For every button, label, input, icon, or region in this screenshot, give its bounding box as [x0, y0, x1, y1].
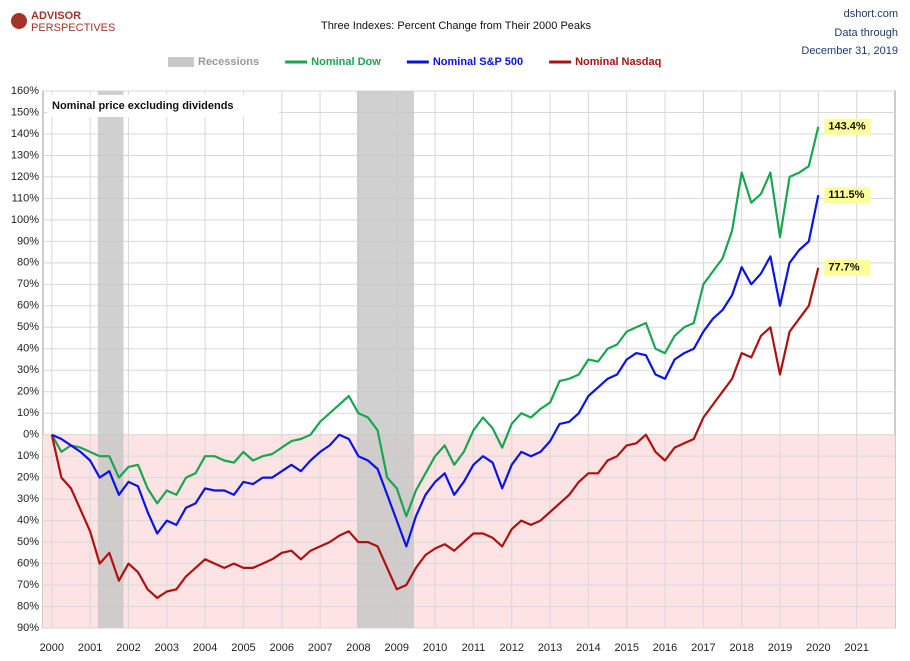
- x-tick-label: 2019: [768, 642, 792, 654]
- logo-text: ADVISOR: [31, 10, 81, 22]
- y-tick-label: 30%: [17, 493, 39, 505]
- x-tick-label: 2013: [538, 642, 562, 654]
- x-tick-label: 2017: [691, 642, 715, 654]
- logo-text: PERSPECTIVES: [31, 22, 115, 34]
- y-tick-label: 50%: [17, 321, 39, 333]
- y-tick-label: 140%: [11, 128, 39, 140]
- y-tick-label: 60%: [17, 557, 39, 569]
- x-tick-label: 2020: [806, 642, 830, 654]
- date-note: December 31, 2019: [801, 45, 898, 57]
- end-label: 111.5%: [828, 189, 864, 201]
- recession-band: [356, 91, 415, 628]
- y-tick-label: 30%: [17, 364, 39, 376]
- y-tick-label: 20%: [17, 386, 39, 398]
- x-tick-label: 2006: [270, 642, 294, 654]
- legend-swatch: [168, 57, 194, 67]
- y-tick-label: 80%: [17, 257, 39, 269]
- y-tick-label: 70%: [17, 278, 39, 290]
- y-tick-label: 110%: [12, 192, 40, 204]
- y-tick-label: 90%: [17, 622, 39, 634]
- y-tick-label: 60%: [17, 300, 39, 312]
- end-label-box: [824, 259, 871, 276]
- end-label: 77.7%: [828, 262, 859, 274]
- x-tick-label: 2012: [499, 642, 523, 654]
- x-tick-label: 2008: [346, 642, 370, 654]
- annotation: Nominal price excluding dividends: [52, 100, 234, 112]
- y-tick-label: 50%: [17, 536, 39, 548]
- y-tick-label: 160%: [11, 85, 39, 97]
- y-tick-label: 40%: [17, 343, 39, 355]
- x-tick-label: 2004: [193, 642, 217, 654]
- legend-label: Nominal Dow: [311, 56, 381, 68]
- annotation-box: [47, 95, 279, 117]
- y-tick-label: 90%: [17, 235, 39, 247]
- legend-label: Nominal Nasdaq: [575, 56, 661, 68]
- x-tick-label: 2014: [576, 642, 600, 654]
- x-tick-label: 2003: [155, 642, 179, 654]
- series-line: [51, 194, 820, 548]
- y-tick-label: 130%: [11, 149, 39, 161]
- y-tick-label: 150%: [11, 106, 39, 118]
- x-tick-label: 2009: [385, 642, 409, 654]
- x-tick-label: 2005: [231, 642, 255, 654]
- logo-icon: [11, 13, 27, 29]
- x-tick-label: 2001: [78, 642, 102, 654]
- x-tick-label: 2007: [308, 642, 332, 654]
- recession-band: [97, 91, 124, 628]
- legend-label: Nominal S&P 500: [433, 56, 523, 68]
- end-label-box: [824, 187, 871, 204]
- chart-title: Three Indexes: Percent Change from Their…: [321, 20, 592, 32]
- end-label-box: [824, 118, 871, 135]
- date-note: Data through: [834, 27, 898, 39]
- x-tick-label: 2021: [844, 642, 868, 654]
- x-tick-label: 2010: [423, 642, 447, 654]
- legend-label: Recessions: [198, 56, 259, 68]
- y-tick-label: 20%: [17, 472, 39, 484]
- x-tick-label: 2000: [40, 642, 64, 654]
- x-tick-label: 2011: [462, 642, 486, 654]
- series-line: [50, 126, 820, 518]
- negative-zone: [43, 434, 895, 628]
- y-tick-label: 40%: [17, 515, 39, 527]
- series-line: [50, 267, 820, 599]
- x-tick-label: 2016: [653, 642, 677, 654]
- x-tick-label: 2002: [116, 642, 140, 654]
- source: dshort.com: [844, 8, 898, 20]
- x-tick-label: 2015: [614, 642, 638, 654]
- x-tick-label: 2018: [729, 642, 753, 654]
- y-tick-label: 0%: [23, 429, 39, 441]
- y-tick-label: 10%: [17, 407, 39, 419]
- y-tick-label: 80%: [17, 600, 39, 612]
- y-tick-label: 10%: [17, 450, 39, 462]
- y-tick-label: 70%: [17, 579, 39, 591]
- end-label: 143.4%: [828, 121, 866, 133]
- y-tick-label: 100%: [11, 214, 39, 226]
- y-tick-label: 120%: [11, 171, 39, 183]
